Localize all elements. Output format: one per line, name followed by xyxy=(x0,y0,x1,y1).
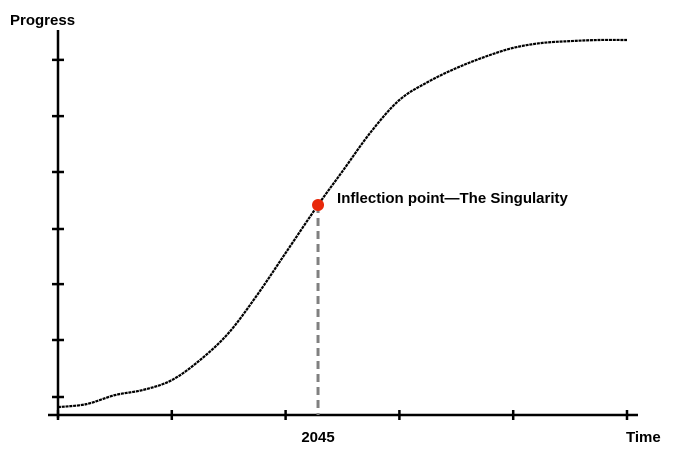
x-annotation-label-2045: 2045 xyxy=(301,429,334,446)
inflection-annotation: Inflection point—The Singularity xyxy=(337,190,568,207)
y-axis-label: Progress xyxy=(10,12,75,29)
progress-curve xyxy=(57,38,628,409)
x-axis-label: Time xyxy=(626,429,661,446)
inflection-point-marker xyxy=(312,199,325,211)
